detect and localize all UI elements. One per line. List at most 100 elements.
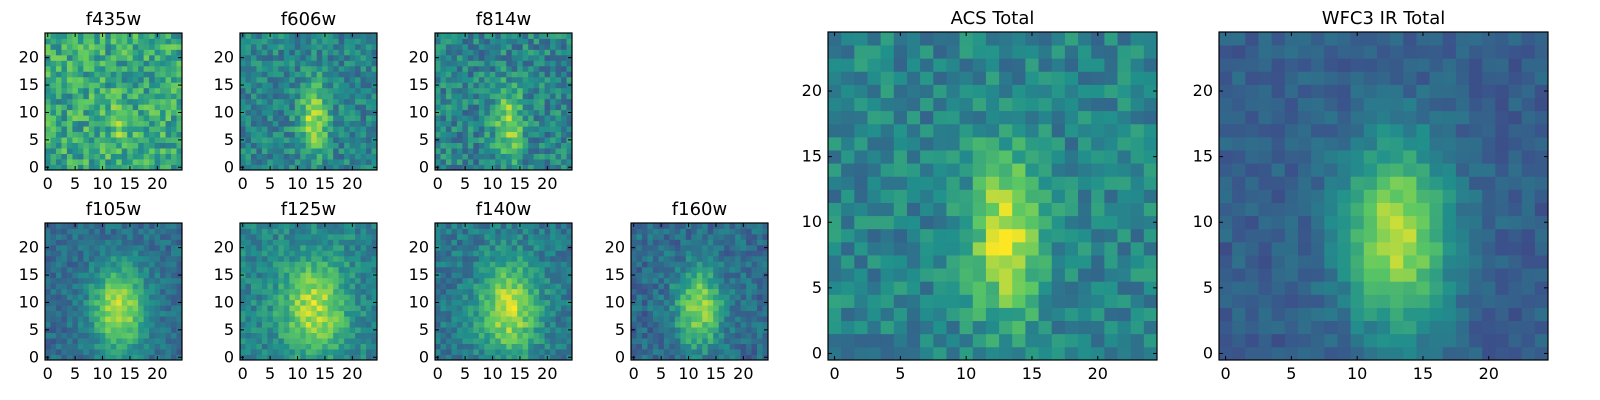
heatmap-cell — [473, 261, 480, 268]
heatmap-cell — [105, 76, 112, 83]
heatmap-cell — [55, 120, 62, 127]
heatmap-cell — [489, 239, 496, 246]
heatmap-cell — [160, 142, 166, 149]
heatmap-cell — [143, 343, 150, 350]
heatmap-cell — [440, 354, 447, 361]
y-tick-label: 5 — [419, 320, 429, 339]
heatmap-cell — [349, 98, 356, 105]
heatmap-cell — [1038, 346, 1053, 361]
heatmap-cell — [371, 343, 378, 350]
heatmap-cell — [647, 239, 654, 246]
heatmap-cell — [88, 272, 95, 279]
heatmap-cell — [338, 228, 345, 235]
y-tick-label: 5 — [29, 130, 39, 149]
heatmap-cell — [132, 294, 139, 301]
heatmap-cell — [132, 43, 139, 50]
heatmap-cell — [854, 294, 868, 308]
heatmap-cell — [121, 104, 128, 111]
heatmap-cell — [445, 126, 452, 133]
heatmap-cell — [696, 294, 703, 301]
heatmap-cell — [740, 239, 747, 246]
heatmap-cell — [880, 268, 895, 282]
heatmap-cell — [94, 82, 101, 89]
heatmap-cell — [680, 321, 687, 328]
heatmap-cell — [724, 321, 731, 328]
heatmap-cell — [245, 60, 252, 67]
heatmap-cell — [500, 288, 507, 295]
heatmap-cell — [669, 343, 676, 350]
heatmap-cell — [1130, 189, 1145, 203]
heatmap-cell — [495, 148, 502, 154]
heatmap-cell — [1025, 255, 1039, 269]
heatmap-cell — [355, 33, 361, 39]
heatmap-cell — [327, 60, 334, 67]
heatmap-cell — [841, 241, 855, 256]
heatmap-cell — [143, 305, 150, 312]
heatmap-cell — [316, 250, 323, 257]
heatmap-cell — [272, 332, 279, 339]
heatmap-cell — [322, 250, 329, 257]
heatmap-cell — [333, 294, 340, 301]
heatmap-cell — [160, 49, 166, 56]
heatmap-cell — [500, 76, 507, 83]
heatmap-cell — [1051, 163, 1066, 177]
heatmap-cell — [561, 272, 567, 279]
heatmap-cell — [539, 87, 545, 94]
heatmap-cell — [261, 338, 268, 344]
heatmap-cell — [138, 316, 145, 323]
heatmap-cell — [1012, 307, 1026, 322]
heatmap-cell — [94, 294, 101, 301]
heatmap-cell — [349, 82, 356, 89]
heatmap-cell — [261, 159, 268, 165]
heatmap-cell — [121, 126, 128, 133]
heatmap-cell — [127, 98, 134, 105]
heatmap-cell — [735, 299, 741, 306]
heatmap-cell — [333, 137, 340, 143]
heatmap-cell — [757, 266, 763, 273]
heatmap-cell — [561, 60, 567, 67]
x-tick-label: 0 — [238, 364, 248, 383]
heatmap-cell — [61, 228, 68, 235]
heatmap-cell — [316, 82, 323, 89]
heatmap-cell — [528, 343, 535, 350]
heatmap-cell — [636, 343, 643, 350]
heatmap-cell — [489, 327, 496, 333]
heatmap-cell — [893, 281, 908, 295]
heatmap-cell — [327, 266, 334, 273]
heatmap-cell — [322, 93, 329, 100]
heatmap-cell — [94, 159, 101, 165]
heatmap-cell — [333, 305, 340, 312]
heatmap-cell — [544, 87, 551, 94]
heatmap-cell — [77, 354, 84, 361]
heatmap-cell — [333, 104, 340, 111]
heatmap-cell — [641, 338, 648, 344]
heatmap-cell — [366, 327, 372, 333]
heatmap-cell — [561, 153, 567, 160]
heatmap-cell — [641, 332, 648, 339]
heatmap-cell — [467, 164, 474, 171]
heatmap-cell — [445, 305, 452, 312]
heatmap-cell — [506, 60, 513, 67]
heatmap-cell — [371, 142, 378, 149]
heatmap-cell — [511, 126, 518, 133]
heatmap-cell — [283, 109, 290, 116]
x-tick-label: 0 — [238, 174, 248, 193]
heatmap-cell — [127, 109, 134, 116]
heatmap-cell — [1025, 294, 1039, 308]
heatmap-cell — [500, 43, 507, 50]
heatmap-cell — [149, 266, 155, 273]
heatmap-cell — [240, 233, 246, 240]
heatmap-cell — [478, 266, 485, 273]
heatmap-cell — [165, 327, 172, 333]
heatmap-cell — [132, 148, 139, 154]
heatmap-cell — [294, 98, 301, 105]
heatmap-cell — [522, 159, 529, 165]
heatmap-cell — [45, 332, 51, 339]
heatmap-cell — [647, 277, 654, 284]
heatmap-cell — [338, 338, 345, 344]
heatmap-cell — [366, 120, 372, 127]
heatmap-cell — [66, 327, 73, 333]
heatmap-cell — [149, 294, 155, 301]
heatmap-cell — [893, 163, 908, 177]
heatmap-cell — [261, 354, 268, 361]
